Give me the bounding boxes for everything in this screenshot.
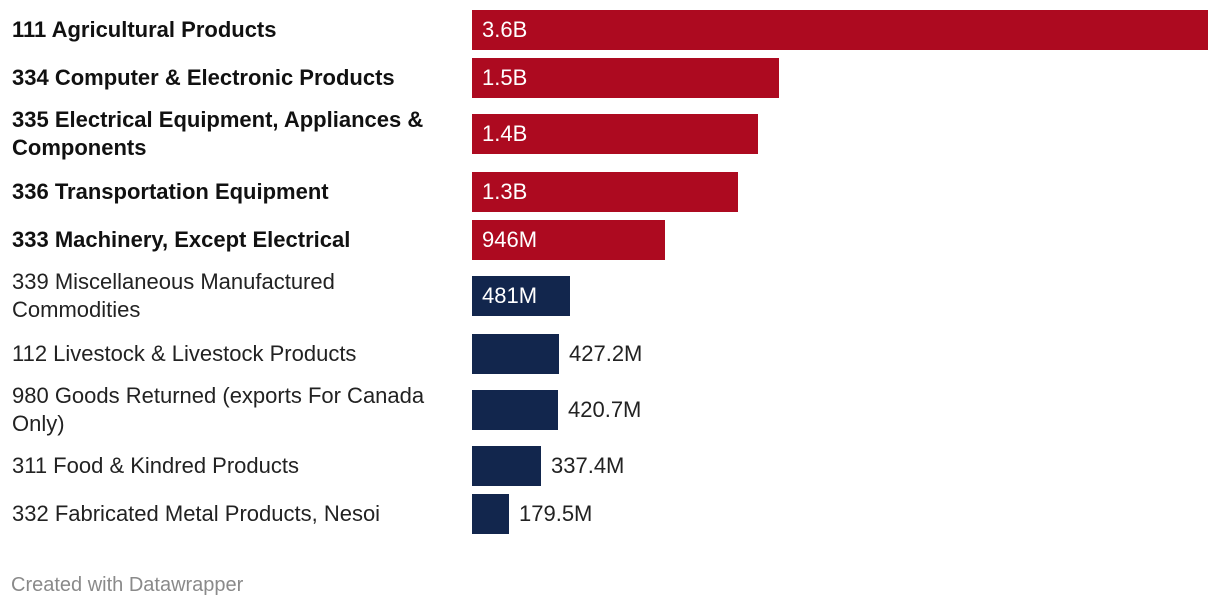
value-label: 1.3B: [482, 179, 528, 204]
value-label: 420.7M: [568, 397, 642, 422]
category-label: 111 Agricultural Products: [12, 17, 277, 42]
bar: [472, 334, 559, 374]
category-label: 311 Food & Kindred Products: [12, 453, 299, 478]
value-label: 946M: [482, 227, 538, 252]
category-label: 334 Computer & Electronic Products: [12, 65, 395, 90]
bar: [472, 390, 558, 430]
bar-row: 111 Agricultural Products 3.6B: [0, 10, 1220, 50]
bar-row: 980 Goods Returned (exports For Canada O…: [0, 383, 1220, 436]
category-label: 333 Machinery, Except Electrical: [12, 227, 351, 252]
bar: [472, 114, 758, 154]
value-label: 3.6B: [482, 17, 528, 42]
category-label: 980 Goods Returned (exports For Canada O…: [12, 383, 425, 436]
datawrapper-credit: Created with Datawrapper: [11, 574, 244, 596]
category-label: 112 Livestock & Livestock Products: [12, 341, 357, 366]
value-label: 481M: [482, 283, 538, 308]
bar: [472, 494, 509, 534]
bar-row: 339 Miscellaneous Manufactured Commoditi…: [0, 269, 1220, 322]
bar-row: 336 Transportation Equipment 1.3B: [0, 172, 1220, 212]
category-label: 336 Transportation Equipment: [12, 179, 329, 204]
category-label: 335 Electrical Equipment, Appliances & C…: [12, 107, 424, 160]
bar-row: 333 Machinery, Except Electrical 946M: [0, 220, 1220, 260]
bar-row: 112 Livestock & Livestock Products 427.2M: [0, 334, 1220, 374]
value-label: 337.4M: [551, 453, 625, 478]
value-label: 1.4B: [482, 121, 528, 146]
bar: [472, 276, 570, 316]
bar-row: 334 Computer & Electronic Products 1.5B: [0, 58, 1220, 98]
category-label: 339 Miscellaneous Manufactured Commoditi…: [12, 269, 335, 322]
bar-chart: 111 Agricultural Products 3.6B 334 Compute…: [0, 10, 1220, 534]
bar: [472, 220, 665, 260]
bar-row: 332 Fabricated Metal Products, Nesoi 179.…: [0, 494, 1220, 534]
bar-row: 311 Food & Kindred Products 337.4M: [0, 446, 1220, 486]
value-label: 179.5M: [519, 501, 593, 526]
bar: [472, 172, 738, 212]
value-label: 427.2M: [569, 341, 643, 366]
bar: [472, 446, 541, 486]
bar: [472, 10, 1208, 50]
bar-row: 335 Electrical Equipment, Appliances & C…: [0, 107, 1220, 160]
bar: [472, 58, 779, 98]
category-label: 332 Fabricated Metal Products, Nesoi: [12, 501, 381, 526]
value-label: 1.5B: [482, 65, 528, 90]
